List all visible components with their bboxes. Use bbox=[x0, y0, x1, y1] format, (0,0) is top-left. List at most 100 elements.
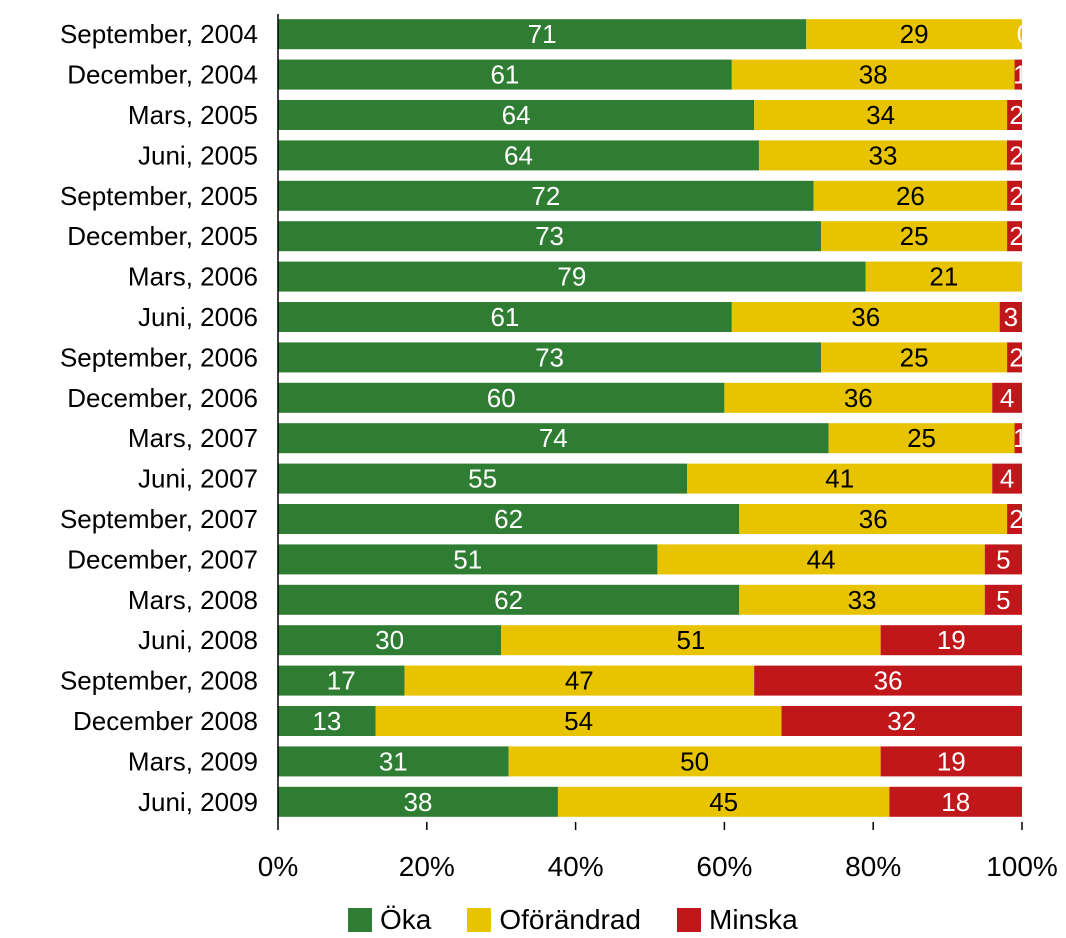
data-label-of-r-ndrad-1: 29 bbox=[900, 19, 929, 49]
data-label-of-r-ndrad-6: 25 bbox=[900, 221, 929, 251]
legend-label-oka: Öka bbox=[380, 904, 432, 935]
data-label-minska-11: 1 bbox=[1013, 423, 1027, 453]
category-label: Mars, 2007 bbox=[128, 423, 258, 453]
bar-minska-10 bbox=[992, 382, 1022, 413]
data-label-of-r-ndrad-19: 50 bbox=[680, 746, 709, 776]
bar-of-r-ndrad-10 bbox=[724, 382, 993, 413]
category-label: December, 2007 bbox=[67, 544, 258, 574]
bar-ka-7 bbox=[278, 261, 866, 292]
bar-of-r-ndrad-18 bbox=[375, 706, 782, 736]
bar-ka-17 bbox=[278, 665, 405, 696]
legend: Öka Oförändrad Minska bbox=[348, 904, 834, 936]
data-label-of-r-ndrad-13: 36 bbox=[859, 504, 888, 534]
bar-of-r-ndrad-1 bbox=[806, 19, 1022, 50]
category-labels-layer: September, 2004 December, 2004 Mars, 2005 J… bbox=[60, 19, 258, 817]
data-label-ka-1: 71 bbox=[528, 19, 557, 49]
data-label-ka-13: 62 bbox=[494, 504, 523, 534]
bar-of-r-ndrad-9 bbox=[821, 342, 1008, 373]
data-label-ka-11: 74 bbox=[539, 423, 568, 453]
x-tick-label: 40% bbox=[548, 851, 604, 882]
category-label: Mars, 2006 bbox=[128, 262, 258, 292]
bar-of-r-ndrad-2 bbox=[731, 59, 1015, 90]
legend-item-oka: Öka bbox=[348, 904, 431, 936]
bar-of-r-ndrad-13 bbox=[739, 504, 1008, 534]
bar-minska-5 bbox=[1007, 180, 1022, 211]
bar-of-r-ndrad-7 bbox=[865, 261, 1022, 292]
data-label-minska-6: 2 bbox=[1009, 221, 1023, 251]
data-label-minska-16: 19 bbox=[937, 625, 966, 655]
bar-minska-11 bbox=[1014, 423, 1022, 454]
data-label-minska-9: 2 bbox=[1009, 342, 1023, 372]
data-label-of-r-ndrad-2: 38 bbox=[859, 60, 888, 90]
bar-minska-19 bbox=[880, 746, 1022, 777]
bar-ka-15 bbox=[278, 584, 740, 615]
bar-ka-12 bbox=[278, 463, 688, 494]
data-label-minska-19: 19 bbox=[937, 746, 966, 776]
data-label-ka-7: 79 bbox=[557, 262, 586, 292]
bar-of-r-ndrad-14 bbox=[657, 544, 985, 575]
bar-minska-14 bbox=[984, 544, 1022, 575]
legend-label-oforandrad: Oförändrad bbox=[499, 904, 641, 935]
bar-ka-14 bbox=[278, 544, 658, 575]
category-label: Mars, 2005 bbox=[128, 100, 258, 130]
data-label-minska-20: 18 bbox=[941, 787, 970, 817]
category-label: Juni, 2006 bbox=[138, 302, 258, 332]
bar-minska-17 bbox=[754, 665, 1022, 696]
data-label-of-r-ndrad-8: 36 bbox=[851, 302, 880, 332]
category-label: September, 2004 bbox=[60, 19, 258, 49]
bar-of-r-ndrad-20 bbox=[557, 786, 890, 817]
data-label-minska-17: 36 bbox=[874, 666, 903, 696]
x-tick-label: 20% bbox=[399, 851, 455, 882]
data-label-ka-2: 61 bbox=[490, 60, 519, 90]
bar-of-r-ndrad-15 bbox=[739, 584, 985, 615]
data-label-ka-4: 64 bbox=[504, 140, 533, 170]
bar-ka-16 bbox=[278, 625, 502, 656]
category-label: Mars, 2009 bbox=[128, 746, 258, 776]
legend-swatch-oka bbox=[348, 908, 372, 932]
category-label: Juni, 2005 bbox=[138, 140, 258, 170]
bar-ka-13 bbox=[278, 504, 740, 534]
data-label-of-r-ndrad-3: 34 bbox=[866, 100, 895, 130]
category-label: September, 2008 bbox=[60, 666, 258, 696]
data-label-minska-5: 2 bbox=[1009, 181, 1023, 211]
x-tick-label: 80% bbox=[845, 851, 901, 882]
data-label-ka-19: 31 bbox=[379, 746, 408, 776]
data-label-ka-8: 61 bbox=[490, 302, 519, 332]
bar-minska-12 bbox=[992, 463, 1022, 494]
bar-minska-2 bbox=[1014, 59, 1022, 90]
bar-of-r-ndrad-4 bbox=[758, 140, 1007, 171]
bar-minska-16 bbox=[880, 625, 1022, 656]
data-label-minska-1: 0 bbox=[1017, 19, 1031, 49]
data-label-ka-18: 13 bbox=[312, 706, 341, 736]
data-label-ka-3: 64 bbox=[502, 100, 531, 130]
bar-of-r-ndrad-16 bbox=[501, 625, 881, 656]
data-label-minska-18: 32 bbox=[887, 706, 916, 736]
x-tick-label: 100% bbox=[986, 851, 1058, 882]
bar-ka-2 bbox=[278, 59, 732, 90]
bar-minska-9 bbox=[1007, 342, 1022, 373]
data-label-ka-10: 60 bbox=[487, 383, 516, 413]
bar-minska-6 bbox=[1007, 221, 1022, 252]
legend-label-minska: Minska bbox=[709, 904, 798, 935]
bar-minska-13 bbox=[1007, 504, 1022, 534]
data-label-of-r-ndrad-14: 44 bbox=[807, 544, 836, 574]
category-label: September, 2006 bbox=[60, 342, 258, 372]
data-label-ka-12: 55 bbox=[468, 464, 497, 494]
data-label-minska-3: 2 bbox=[1009, 100, 1023, 130]
bar-of-r-ndrad-17 bbox=[404, 665, 755, 696]
bar-minska-20 bbox=[889, 786, 1022, 817]
bar-ka-20 bbox=[278, 786, 558, 817]
data-label-minska-2: 1 bbox=[1013, 60, 1027, 90]
legend-item-oforandrad: Oförändrad bbox=[467, 904, 641, 936]
data-label-of-r-ndrad-4: 33 bbox=[869, 140, 898, 170]
bar-ka-3 bbox=[278, 100, 755, 130]
bar-ka-10 bbox=[278, 382, 725, 413]
data-label-of-r-ndrad-20: 45 bbox=[709, 787, 738, 817]
category-label: September, 2007 bbox=[60, 504, 258, 534]
category-label: Juni, 2009 bbox=[138, 787, 258, 817]
bar-ka-4 bbox=[278, 140, 759, 171]
data-label-ka-9: 73 bbox=[535, 342, 564, 372]
bar-minska-4 bbox=[1006, 140, 1022, 171]
bar-minska-18 bbox=[781, 706, 1022, 736]
